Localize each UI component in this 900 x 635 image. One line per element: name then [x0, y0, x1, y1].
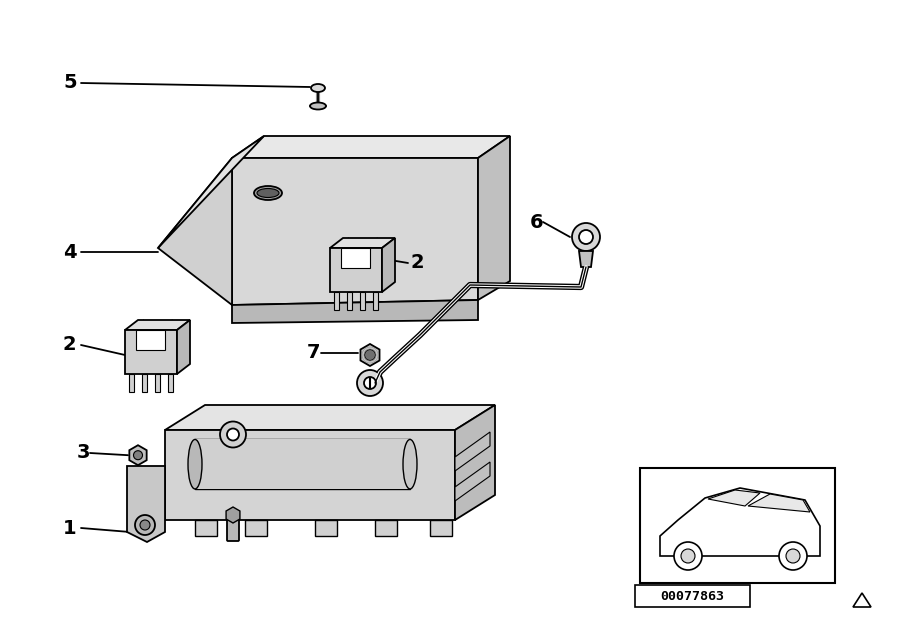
Polygon shape [708, 490, 760, 506]
Circle shape [357, 370, 383, 396]
Bar [635, 585, 750, 607]
Text: 3: 3 [76, 443, 90, 462]
Circle shape [681, 549, 695, 563]
Polygon shape [334, 292, 339, 310]
Polygon shape [232, 158, 478, 305]
Text: 7: 7 [307, 344, 320, 363]
Polygon shape [341, 248, 370, 268]
Polygon shape [347, 292, 352, 310]
Polygon shape [660, 488, 820, 556]
Ellipse shape [254, 186, 282, 200]
Polygon shape [315, 520, 337, 536]
Text: 1: 1 [63, 519, 76, 537]
Polygon shape [195, 520, 217, 536]
Polygon shape [168, 374, 173, 392]
Polygon shape [455, 405, 495, 520]
Ellipse shape [257, 189, 279, 197]
Ellipse shape [188, 439, 202, 489]
Polygon shape [748, 494, 810, 512]
Polygon shape [360, 292, 365, 310]
Text: 2: 2 [410, 253, 424, 272]
Polygon shape [375, 520, 397, 536]
Ellipse shape [311, 84, 325, 92]
Polygon shape [137, 330, 165, 350]
Circle shape [364, 349, 375, 361]
Polygon shape [158, 136, 264, 248]
Text: 4: 4 [63, 243, 76, 262]
Text: 00077863: 00077863 [660, 589, 724, 603]
Ellipse shape [310, 102, 326, 109]
Polygon shape [455, 432, 490, 471]
Text: 5: 5 [63, 74, 76, 93]
Circle shape [220, 422, 246, 448]
Polygon shape [125, 330, 177, 374]
Circle shape [674, 542, 702, 570]
Polygon shape [232, 300, 478, 323]
Polygon shape [232, 136, 510, 158]
Circle shape [579, 230, 593, 244]
Polygon shape [127, 466, 165, 542]
Polygon shape [455, 462, 490, 501]
Polygon shape [245, 520, 267, 536]
Circle shape [135, 515, 155, 535]
Circle shape [133, 451, 142, 460]
Circle shape [227, 429, 239, 441]
Circle shape [572, 223, 600, 251]
FancyBboxPatch shape [227, 514, 239, 541]
Polygon shape [373, 292, 378, 310]
Circle shape [140, 520, 150, 530]
Polygon shape [853, 593, 871, 607]
Polygon shape [177, 320, 190, 374]
Ellipse shape [403, 439, 417, 489]
Polygon shape [195, 439, 410, 489]
Polygon shape [330, 248, 382, 292]
Polygon shape [142, 374, 147, 392]
Polygon shape [579, 251, 593, 267]
Text: 6: 6 [529, 213, 543, 232]
Polygon shape [165, 405, 495, 430]
Polygon shape [129, 374, 134, 392]
Circle shape [779, 542, 807, 570]
Polygon shape [330, 238, 395, 248]
Polygon shape [430, 520, 452, 536]
Polygon shape [125, 320, 190, 330]
Polygon shape [158, 158, 232, 305]
Circle shape [364, 377, 376, 389]
Polygon shape [382, 238, 395, 292]
Text: 2: 2 [63, 335, 76, 354]
Bar [640, 468, 835, 583]
Polygon shape [155, 374, 160, 392]
Polygon shape [478, 136, 510, 300]
Polygon shape [165, 430, 455, 520]
Circle shape [786, 549, 800, 563]
